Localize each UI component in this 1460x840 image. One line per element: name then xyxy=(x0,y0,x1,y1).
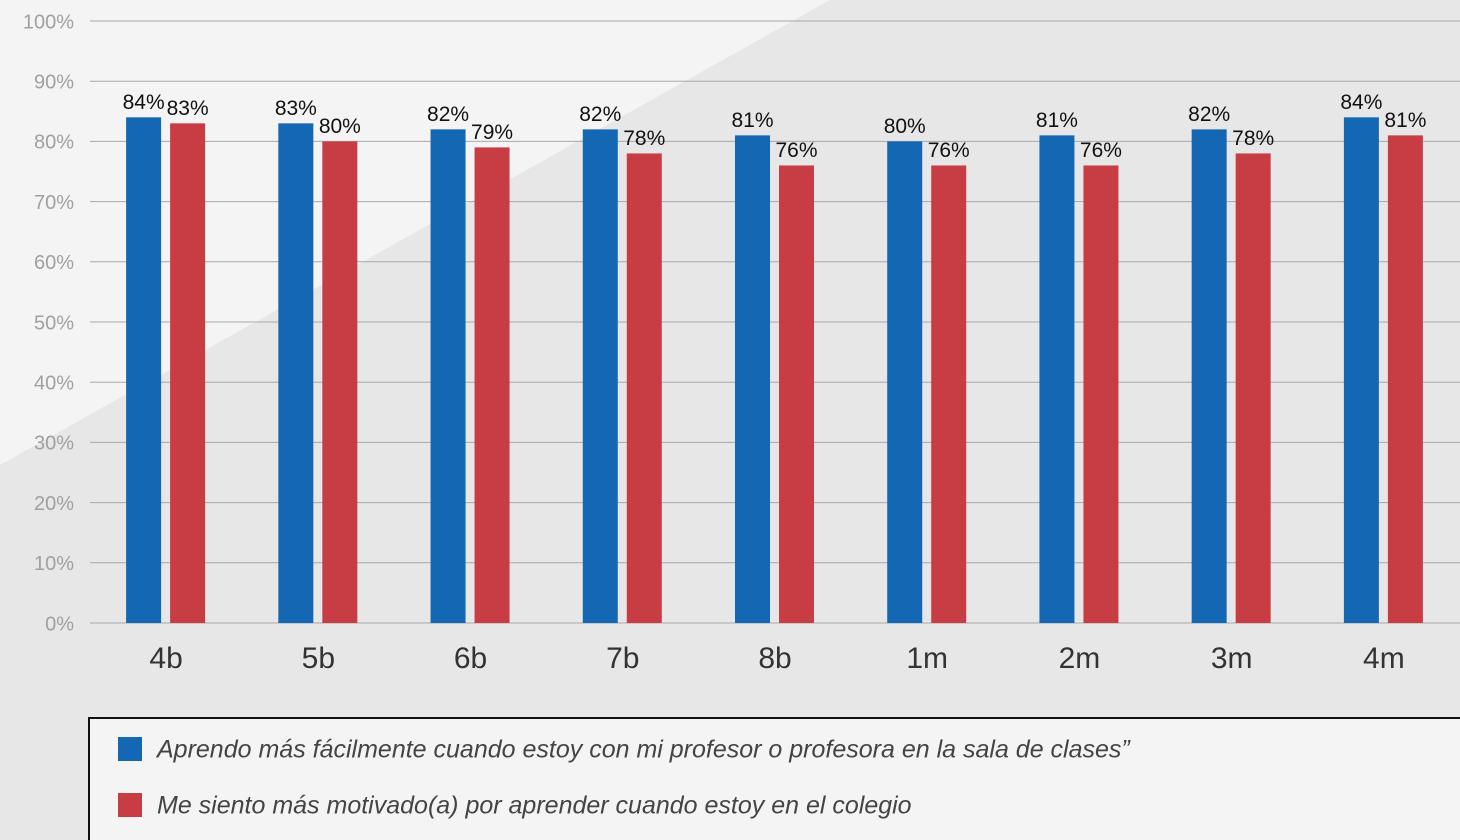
marks xyxy=(126,117,1423,624)
bar xyxy=(322,141,358,623)
bar xyxy=(474,147,510,624)
value-label: 82% xyxy=(579,103,621,126)
value-label: 80% xyxy=(319,115,361,138)
value-label: 83% xyxy=(167,97,209,120)
x-tick-label: 4m xyxy=(1363,642,1405,675)
bar xyxy=(170,123,206,623)
value-label: 82% xyxy=(427,103,469,126)
bar xyxy=(1083,165,1119,624)
bar xyxy=(430,129,466,624)
bar xyxy=(1039,135,1075,623)
x-tick-label: 5b xyxy=(302,642,335,675)
value-label: 83% xyxy=(275,97,317,120)
y-tick-label: 20% xyxy=(34,493,74,515)
value-label: 78% xyxy=(1232,127,1274,150)
y-tick-label: 50% xyxy=(34,312,74,334)
y-tick-label: 100% xyxy=(23,11,74,33)
value-label: 76% xyxy=(1080,139,1122,162)
bar xyxy=(1191,129,1227,624)
legend-box xyxy=(88,717,1460,840)
y-tick-label: 90% xyxy=(34,71,74,93)
grid: 0% 10% 20% 30% 40% 50% 60% 70% 80% 90% 100% xyxy=(23,11,1460,635)
bar xyxy=(1235,153,1271,623)
y-tick-label: 60% xyxy=(34,252,74,274)
bar xyxy=(931,165,967,624)
bar xyxy=(126,117,162,623)
legend-label: Aprendo más fácilmente cuando estoy con … xyxy=(155,736,1131,764)
bar xyxy=(1343,117,1379,623)
value-label: 78% xyxy=(623,127,665,150)
x-tick-label: 8b xyxy=(758,642,791,675)
x-tick-label: 3m xyxy=(1211,642,1253,675)
value-label: 80% xyxy=(884,115,926,138)
value-label: 84% xyxy=(1340,91,1382,114)
y-tick-label: 40% xyxy=(34,372,74,394)
y-tick-label: 80% xyxy=(34,132,74,154)
legend-label: Me siento más motivado(a) por aprender c… xyxy=(157,792,912,820)
value-label: 81% xyxy=(731,109,773,132)
value-label: 84% xyxy=(123,91,165,114)
value-label: 81% xyxy=(1384,109,1426,132)
y-tick-label: 70% xyxy=(34,192,74,214)
value-label: 81% xyxy=(1036,109,1078,132)
y-tick-label: 10% xyxy=(34,553,74,575)
x-tick-label: 6b xyxy=(454,642,487,675)
background-highlight xyxy=(0,0,830,465)
bar xyxy=(1387,135,1423,623)
y-tick-label: 0% xyxy=(45,613,74,635)
value-label: 79% xyxy=(471,121,513,144)
x-tick-label: 2m xyxy=(1059,642,1101,675)
value-label: 76% xyxy=(928,139,970,162)
bar xyxy=(278,123,314,623)
value-label: 82% xyxy=(1188,103,1230,126)
bar xyxy=(735,135,770,623)
x-tick-label: 7b xyxy=(606,642,639,675)
value-label: 76% xyxy=(775,139,817,162)
bar xyxy=(626,153,662,623)
x-tick-label: 1m xyxy=(906,642,948,675)
y-tick-label: 30% xyxy=(34,433,74,455)
x-tick-label: 4b xyxy=(149,642,182,675)
bar xyxy=(887,141,923,623)
bar xyxy=(582,129,618,624)
bar xyxy=(779,165,814,624)
legend-swatch xyxy=(118,737,142,761)
legend-swatch xyxy=(118,793,142,817)
